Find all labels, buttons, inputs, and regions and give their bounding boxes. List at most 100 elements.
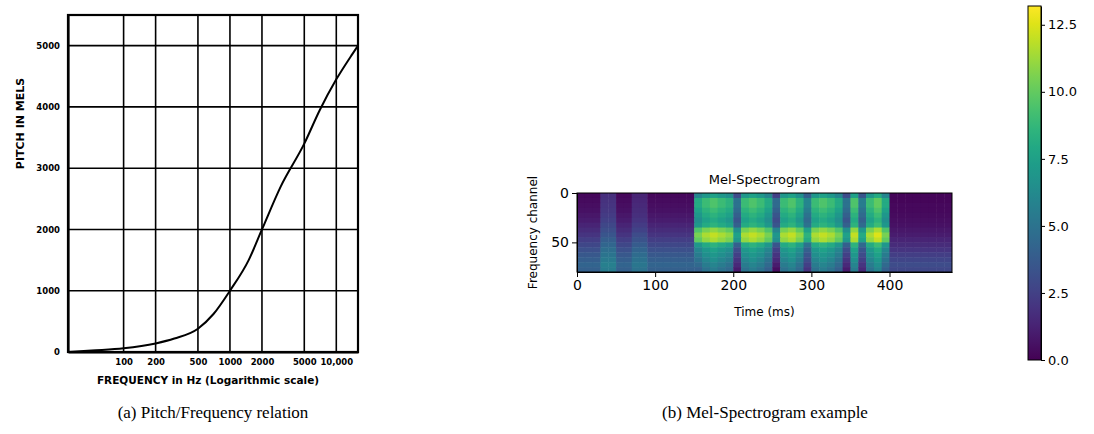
cell [718, 193, 726, 198]
cell [585, 242, 593, 247]
grid-line [68, 106, 358, 108]
cell [679, 247, 687, 252]
cell [936, 213, 944, 218]
cell [811, 223, 819, 228]
cell [913, 228, 921, 233]
cell [944, 213, 952, 218]
cell [944, 203, 952, 208]
cell [725, 193, 733, 198]
cell [858, 247, 866, 252]
cell [632, 247, 640, 252]
cell [882, 247, 890, 252]
cell [702, 257, 710, 262]
cell [780, 242, 788, 247]
cell [663, 193, 671, 198]
cell [897, 237, 905, 242]
cell [725, 237, 733, 242]
cell [944, 247, 952, 252]
cell [679, 237, 687, 242]
axis-line [578, 272, 953, 273]
cell [655, 223, 663, 228]
cell [874, 218, 882, 223]
cell [804, 257, 812, 262]
cell [788, 257, 796, 262]
cell [718, 213, 726, 218]
cell [725, 257, 733, 262]
cell [647, 233, 655, 238]
cell [647, 262, 655, 267]
tick-label: 5000 [36, 41, 60, 51]
cell [858, 228, 866, 233]
cell [632, 203, 640, 208]
cell [944, 228, 952, 233]
cell [765, 267, 773, 272]
cell [944, 252, 952, 257]
cell [772, 262, 780, 267]
cell [913, 247, 921, 252]
cell [843, 228, 851, 233]
cell [640, 237, 648, 242]
tick-label: 400 [877, 277, 904, 293]
cell [679, 198, 687, 203]
cell [874, 213, 882, 218]
tick-label: 200 [147, 357, 165, 367]
cell [921, 203, 929, 208]
tick: 2000 [36, 225, 68, 235]
cell [733, 233, 741, 238]
cell [874, 223, 882, 228]
cell [585, 247, 593, 252]
cell [694, 223, 702, 228]
cell [702, 208, 710, 213]
cell [624, 198, 632, 203]
cell [765, 247, 773, 252]
cell [913, 203, 921, 208]
cell [874, 233, 882, 238]
cell [757, 228, 765, 233]
cell [858, 257, 866, 262]
cell [710, 193, 718, 198]
cell [655, 213, 663, 218]
cell [882, 252, 890, 257]
cell [686, 213, 694, 218]
tick-mark [1041, 293, 1045, 294]
cell [897, 223, 905, 228]
cell [600, 262, 608, 267]
cell [593, 242, 601, 247]
cell [671, 267, 679, 272]
cell [788, 228, 796, 233]
cell [890, 237, 898, 242]
tick-label: 5.0 [1048, 219, 1069, 234]
cell [710, 218, 718, 223]
cell [593, 218, 601, 223]
cell [733, 208, 741, 213]
cell [757, 237, 765, 242]
cell [757, 198, 765, 203]
y-axis-title: Frequency channel [526, 176, 540, 289]
cell [890, 242, 898, 247]
cell [702, 242, 710, 247]
cell [725, 208, 733, 213]
cell [577, 203, 585, 208]
cell [725, 198, 733, 203]
cell [640, 257, 648, 262]
cell [921, 247, 929, 252]
cell [866, 223, 874, 228]
tick: 100 [642, 272, 669, 293]
cell [585, 252, 593, 257]
cell [835, 233, 843, 238]
cell [702, 203, 710, 208]
cell [616, 257, 624, 262]
cell [921, 198, 929, 203]
cell [640, 213, 648, 218]
cell [624, 213, 632, 218]
cell [600, 237, 608, 242]
cell [843, 262, 851, 267]
cell [585, 208, 593, 213]
grid-line [229, 15, 231, 352]
cell [819, 208, 827, 213]
cell [929, 267, 937, 272]
cell [671, 233, 679, 238]
cell [577, 242, 585, 247]
cell [733, 228, 741, 233]
cell [796, 203, 804, 208]
